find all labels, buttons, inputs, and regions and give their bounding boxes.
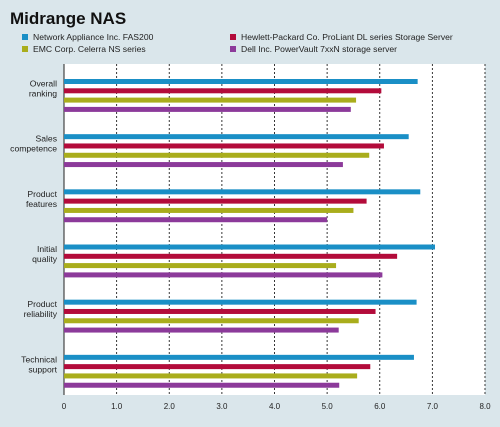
x-tick-label: 2.0 xyxy=(164,402,176,411)
bar xyxy=(64,162,343,168)
legend-label: EMC Corp. Celerra NS series xyxy=(33,44,146,54)
bar xyxy=(64,152,370,158)
bar xyxy=(64,97,357,103)
bar xyxy=(64,143,384,149)
bar xyxy=(64,106,351,112)
bar xyxy=(64,382,340,388)
category-label: Sales competence xyxy=(10,134,57,154)
category-label: Product reliability xyxy=(24,299,58,319)
legend-swatch xyxy=(22,46,28,52)
bar xyxy=(64,272,383,278)
category-label: Initial quality xyxy=(32,244,58,264)
bar xyxy=(64,299,417,305)
category-label: Technical support xyxy=(21,354,57,374)
legend-label: Network Appliance Inc. FAS200 xyxy=(33,32,154,42)
x-tick-label: 1.0 xyxy=(111,402,123,411)
category-label: Product features xyxy=(26,189,58,209)
x-tick-label: 4.0 xyxy=(269,402,281,411)
x-tick-label: 0 xyxy=(62,402,67,411)
legend-label: Dell Inc. PowerVault 7xxN storage server xyxy=(241,44,397,54)
category-label: Overall ranking xyxy=(29,78,57,98)
bar xyxy=(64,308,376,314)
x-tick-label: 6.0 xyxy=(374,402,386,411)
bar xyxy=(64,217,328,223)
legend-swatch xyxy=(230,34,236,40)
bar xyxy=(64,354,414,360)
x-tick-label: 5.0 xyxy=(322,402,334,411)
x-tick-label: 3.0 xyxy=(216,402,228,411)
legend-label: Hewlett-Packard Co. ProLiant DL series S… xyxy=(241,32,453,42)
bar xyxy=(64,207,354,213)
bar xyxy=(64,364,371,370)
legend-swatch xyxy=(22,34,28,40)
x-tick-label: 8.0 xyxy=(479,402,491,411)
bar xyxy=(64,244,436,250)
chart-title: Midrange NAS xyxy=(10,9,126,28)
bar xyxy=(64,189,421,195)
bar xyxy=(64,318,359,324)
bar xyxy=(64,88,382,94)
bar xyxy=(64,198,367,204)
legend-swatch xyxy=(230,46,236,52)
bar xyxy=(64,134,409,140)
bar xyxy=(64,79,418,84)
bar xyxy=(64,263,337,269)
bar xyxy=(64,327,339,333)
bar xyxy=(64,253,398,259)
bar xyxy=(64,373,358,379)
x-tick-label: 7.0 xyxy=(427,402,439,411)
